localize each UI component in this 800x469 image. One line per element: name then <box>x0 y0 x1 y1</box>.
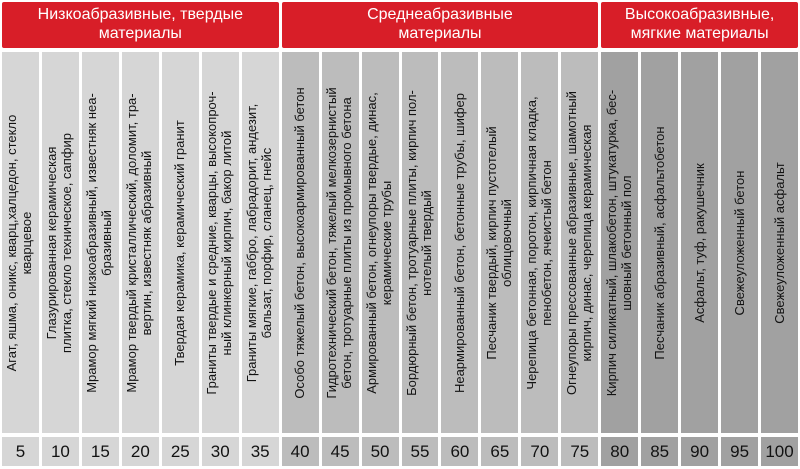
material-cell-10: Глазурированная керамическая плитка, сте… <box>41 52 79 433</box>
material-cell-55: Бордюрный бетон, тротуарные плиты, кирпи… <box>401 52 439 433</box>
material-label: Песчаник твердый, кирпич пустотелый обли… <box>484 125 514 360</box>
material-cell-40: Особо тяжелый бетон, высокоармированный … <box>281 52 319 433</box>
group-header-medium-abrasive: Среднеабразивные материалы <box>281 2 599 48</box>
value-cell-30: 30 <box>201 437 239 466</box>
material-label: Армированный бетон, огнеупоры твердые, д… <box>364 91 395 394</box>
value-cell-100: 100 <box>761 437 798 466</box>
material-cell-25: Твердая керамика, керамический гранит <box>161 52 199 433</box>
value-cell-5: 5 <box>2 437 39 466</box>
material-label: Агат, яшма, оникс, кварц,халцедон, стекл… <box>4 114 35 371</box>
material-cell-35: Граниты мягкие, габбро, лабрадорит, анде… <box>241 52 279 433</box>
material-label: Граниты твердые и средние, кварцы, высок… <box>204 90 235 395</box>
material-cell-30: Граниты твердые и средние, кварцы, высок… <box>201 52 239 433</box>
value-cell-45: 45 <box>321 437 359 466</box>
value-cell-70: 70 <box>521 437 559 466</box>
material-label: Бордюрный бетон, тротуарные плиты, кирпи… <box>404 89 434 396</box>
value-cell-95: 95 <box>721 437 759 466</box>
material-label: Кирпич силикатный, шлакобетон, штукатурк… <box>604 89 634 396</box>
material-label: Глазурированная керамическая плитка, сте… <box>44 132 75 353</box>
value-cell-20: 20 <box>121 437 159 466</box>
material-label: Мрамор мягкий низкоабразивный, известняк… <box>84 92 115 393</box>
material-label: Граниты мягкие, габбро, лабрадорит, анде… <box>244 103 275 382</box>
group-header-high-abrasive: Высокоабразивные, мягкие материалы <box>601 2 798 48</box>
material-label: Асфальт, туф, ракушечник <box>691 162 707 323</box>
value-cell-65: 65 <box>481 437 519 466</box>
material-cell-45: Гидротехнический бетон, тяжелый мелкозер… <box>321 52 359 433</box>
material-cell-65: Песчаник твердый, кирпич пустотелый обли… <box>481 52 519 433</box>
material-label: Огнеупоры прессованные абразивные, шамот… <box>564 90 594 395</box>
value-cell-35: 35 <box>241 437 279 466</box>
value-cell-55: 55 <box>401 437 439 466</box>
value-cell-80: 80 <box>601 437 639 466</box>
material-cell-20: Мрамор твердый кристаллический, доломит,… <box>121 52 159 433</box>
material-cell-70: Черепица бетонная, поротон, кирпичная кл… <box>521 52 559 433</box>
value-cell-15: 15 <box>81 437 119 466</box>
value-cell-50: 50 <box>361 437 399 466</box>
material-cell-75: Огнеупоры прессованные абразивные, шамот… <box>561 52 599 433</box>
material-cell-5: Агат, яшма, оникс, кварц,халцедон, стекл… <box>2 52 39 433</box>
material-cell-95: Свежеуложенный бетон <box>721 52 759 433</box>
value-cell-10: 10 <box>41 437 79 466</box>
material-label: Мрамор твердый кристаллический, доломит,… <box>124 92 155 393</box>
material-label: Черепица бетонная, поротон, кирпичная кл… <box>524 95 554 390</box>
value-cell-90: 90 <box>681 437 719 466</box>
value-cell-85: 85 <box>641 437 679 466</box>
material-label: Особо тяжелый бетон, высокоармированный … <box>291 86 307 399</box>
material-label: Неармированный бетон, бетонные трубы, ши… <box>451 92 467 393</box>
material-label: Свежеуложенный бетон <box>731 170 747 315</box>
value-cell-60: 60 <box>441 437 479 466</box>
material-cell-90: Асфальт, туф, ракушечник <box>681 52 719 433</box>
group-header-low-abrasive: Низкоабразивные, твердые материалы <box>2 2 279 48</box>
material-cell-60: Неармированный бетон, бетонные трубы, ши… <box>441 52 479 433</box>
material-cell-85: Песчаник абразивный, асфальтобетон <box>641 52 679 433</box>
value-cell-75: 75 <box>561 437 599 466</box>
material-label: Твердая керамика, керамический гранит <box>171 119 187 366</box>
value-cell-25: 25 <box>161 437 199 466</box>
material-cell-15: Мрамор мягкий низкоабразивный, известняк… <box>81 52 119 433</box>
material-label: Гидротехнический бетон, тяжелый мелкозер… <box>324 86 355 399</box>
value-cell-40: 40 <box>281 437 319 466</box>
material-label: Песчаник абразивный, асфальтобетон <box>651 125 667 360</box>
material-cell-50: Армированный бетон, огнеупоры твердые, д… <box>361 52 399 433</box>
material-cell-80: Кирпич силикатный, шлакобетон, штукатурк… <box>601 52 639 433</box>
material-cell-100: Свежеуложенный асфальт <box>761 52 798 433</box>
material-label: Свежеуложенный асфальт <box>771 161 787 324</box>
